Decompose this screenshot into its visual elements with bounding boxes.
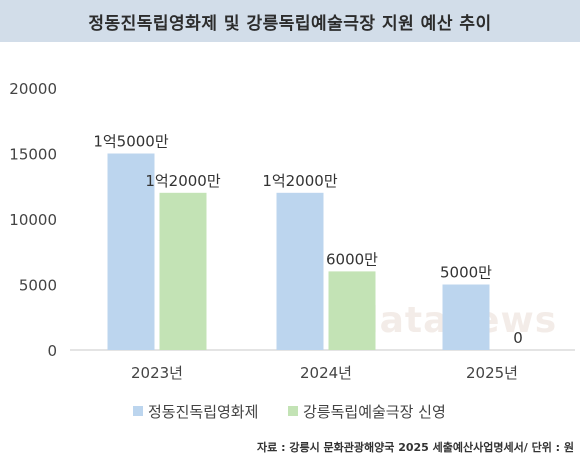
legend-label-0: 정동진독립영화제 <box>148 403 258 421</box>
legend-label-1: 강릉독립예술극장 신영 <box>303 403 446 421</box>
bar-gangneung-0 <box>159 192 207 350</box>
bar-jeongdongjin-0 <box>107 153 155 350</box>
bar-gangneung-1 <box>328 271 376 350</box>
legend-swatch-1 <box>288 406 298 416</box>
y-tick-label: 10000 <box>9 211 57 229</box>
legend-swatch-0 <box>133 406 143 416</box>
data-label: 1억2000만 <box>262 172 338 190</box>
chart-svg: datanews050001000015000200001억5000만1억200… <box>9 80 575 421</box>
y-tick-label: 15000 <box>9 146 57 164</box>
y-tick-label: 20000 <box>9 80 57 98</box>
source-note: 자료 : 강릉시 문화관광해양국 2025 세출예산사업명세서/ 단위 : 원 <box>257 441 574 454</box>
y-tick-label: 5000 <box>19 277 57 295</box>
bar-jeongdongjin-2 <box>442 284 490 350</box>
data-label: 1억5000만 <box>93 133 169 151</box>
x-tick-label: 2024년 <box>300 364 352 382</box>
data-label: 5000만 <box>440 264 492 282</box>
chart-title: 정동진독립영화제 및 강릉독립예술극장 지원 예산 추이 <box>0 0 580 42</box>
x-tick-label: 2023년 <box>131 364 183 382</box>
data-label: 0 <box>513 329 523 347</box>
x-tick-label: 2025년 <box>466 364 518 382</box>
y-tick-label: 0 <box>47 342 57 360</box>
data-label: 1억2000만 <box>145 172 221 190</box>
bar-jeongdongjin-1 <box>276 192 324 350</box>
data-label: 6000만 <box>326 250 378 268</box>
